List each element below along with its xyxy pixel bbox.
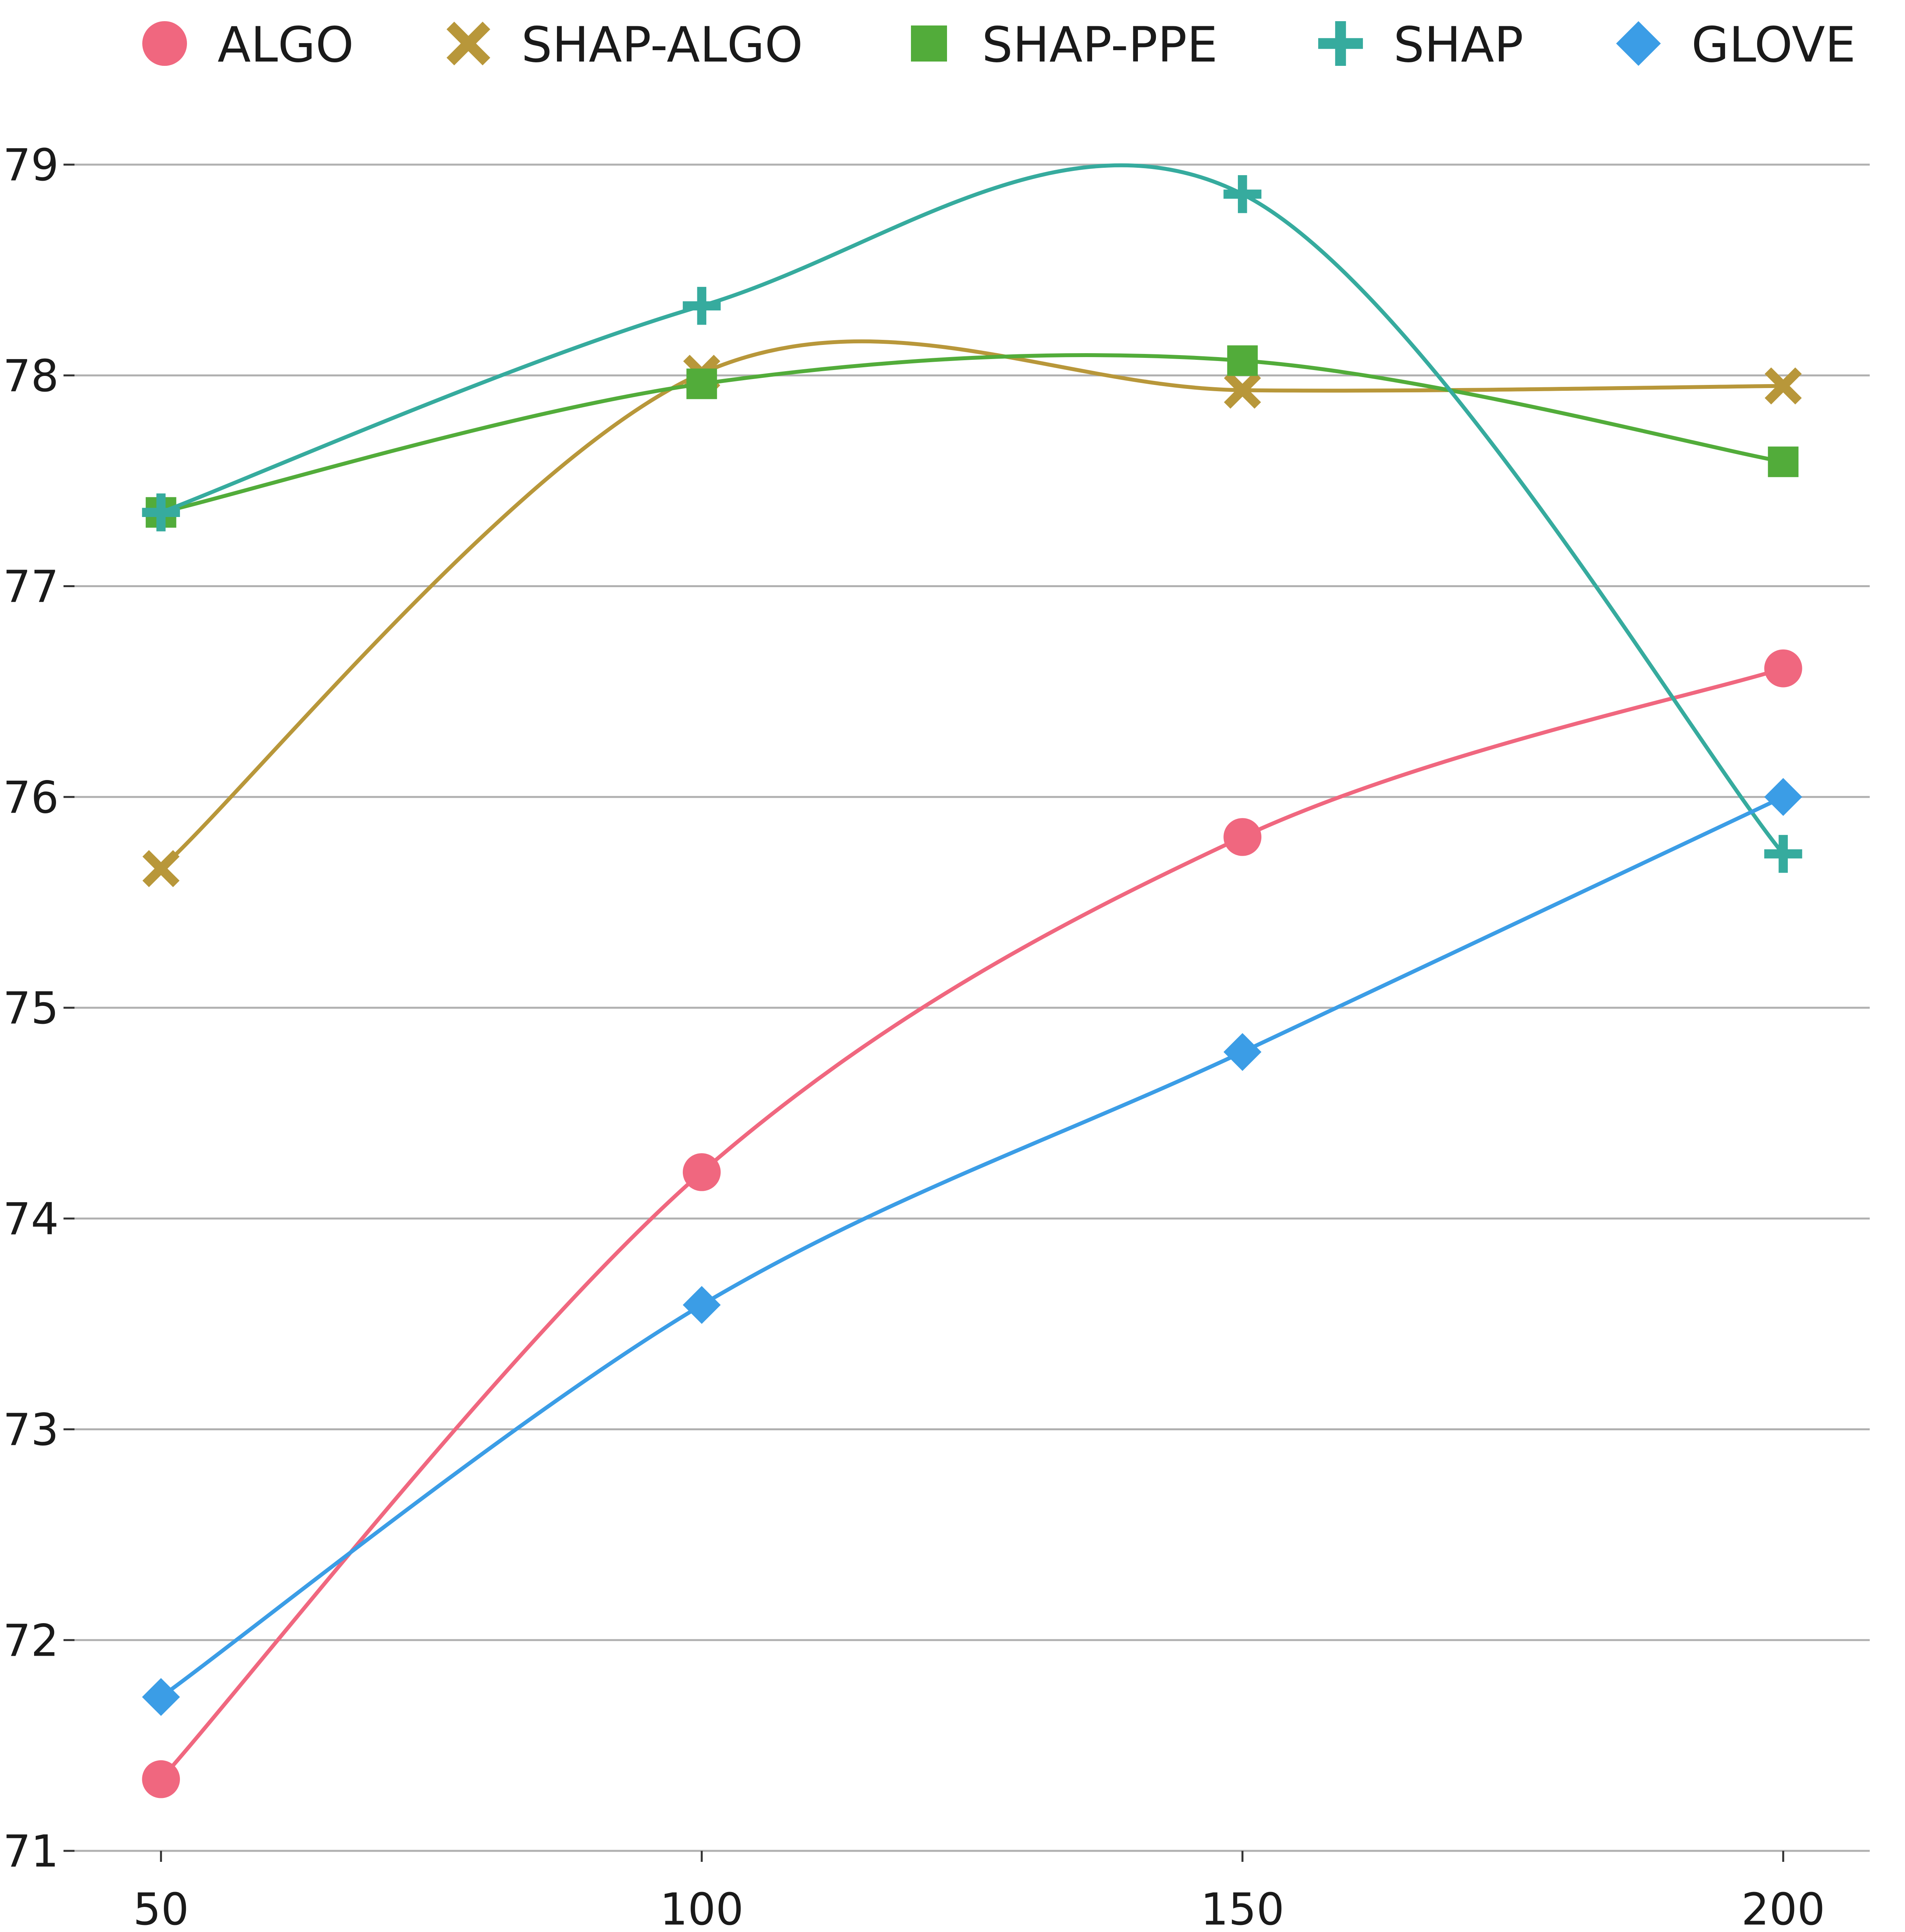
series-algo (142, 649, 1802, 1798)
data-point-glove-50 (142, 1678, 180, 1716)
data-point-algo-100 (682, 1153, 721, 1191)
series-line-algo (159, 666, 1785, 1781)
legend-item-shap-ppe: SHAP-PPE (911, 17, 1217, 73)
data-point-glove-150 (1223, 1033, 1262, 1071)
data-point-shap-150 (1223, 175, 1262, 213)
y-tick-label: 74 (3, 1194, 59, 1245)
legend-marker-algo (142, 21, 187, 66)
legend-label: SHAP-ALGO (521, 17, 803, 73)
legend-label: SHAP-PPE (982, 17, 1217, 73)
x-tick-label: 50 (133, 1884, 189, 1932)
legend-label: GLOVE (1691, 17, 1856, 73)
series-shap-ppe (145, 345, 1799, 528)
legend-item-shap: SHAP (1318, 17, 1524, 73)
data-point-algo-50 (142, 1760, 180, 1798)
data-point-shap-algo-150 (1224, 372, 1261, 409)
data-point-shap-100 (682, 287, 721, 325)
y-tick-label: 77 (3, 562, 59, 613)
x-tick-label: 200 (1741, 1884, 1825, 1932)
series-line-shap (159, 163, 1785, 856)
legend-marker-shap-algo (446, 22, 490, 65)
data-point-algo-200 (1764, 649, 1802, 688)
data-point-shap-50 (142, 493, 180, 532)
legend-label: ALGO (218, 17, 354, 73)
data-point-shap-algo-200 (1765, 367, 1802, 405)
legend-marker-shap (1318, 21, 1363, 66)
series-line-shap-algo (159, 339, 1785, 871)
y-tick-label: 78 (3, 351, 59, 402)
data-point-shap-ppe-100 (686, 368, 717, 399)
axes: 71 72 73 74 75 76 77 78 79 50 100 150 200 (3, 140, 1825, 1932)
y-tick-label: 71 (3, 1826, 59, 1877)
legend: ALGO SHAP-ALGO SHAP-PPE SHAP GLOVE (142, 17, 1856, 73)
series-shap-algo (142, 339, 1802, 887)
data-point-algo-150 (1223, 818, 1262, 856)
gridlines (74, 163, 1870, 1852)
data-point-shap-ppe-150 (1227, 345, 1258, 376)
data-point-shap-algo-50 (142, 850, 180, 887)
legend-item-glove: GLOVE (1616, 17, 1856, 73)
series-group (142, 163, 1802, 1798)
legend-marker-shap-ppe (911, 25, 947, 62)
x-tick-label: 150 (1201, 1884, 1285, 1932)
series-line-shap-ppe (159, 353, 1785, 515)
legend-marker-glove (1616, 21, 1661, 66)
legend-item-shap-algo: SHAP-ALGO (446, 17, 803, 73)
data-point-shap-ppe-200 (1768, 446, 1799, 477)
y-tick-label: 75 (3, 983, 59, 1034)
y-tick-label: 79 (3, 140, 59, 191)
series-line-glove (159, 795, 1785, 1699)
series-glove (142, 778, 1802, 1716)
legend-item-algo: ALGO (142, 17, 354, 73)
y-tick-label: 72 (3, 1615, 59, 1666)
legend-label: SHAP (1393, 17, 1524, 73)
y-tick-label: 73 (3, 1405, 59, 1456)
data-point-glove-200 (1764, 778, 1802, 816)
series-shap (142, 163, 1802, 873)
data-point-glove-100 (682, 1286, 721, 1324)
data-point-shap-200 (1764, 835, 1802, 873)
y-tick-label: 76 (3, 772, 59, 823)
x-tick-label: 100 (660, 1884, 744, 1932)
